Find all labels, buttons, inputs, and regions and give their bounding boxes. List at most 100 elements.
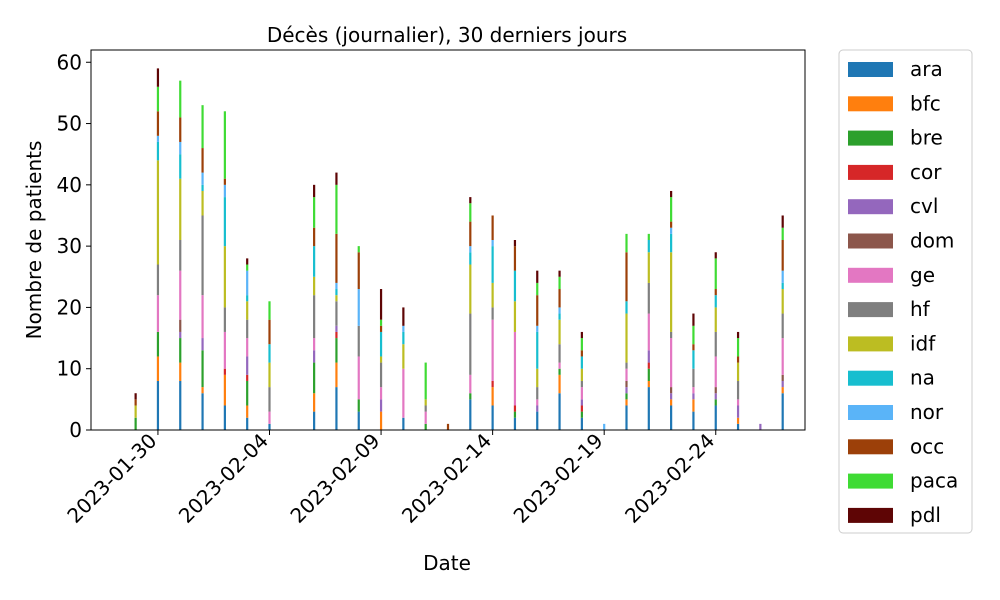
bar-segment-na-2023-02-02 [223,197,226,247]
legend-swatch-bfc [848,96,893,112]
bar-segment-bfc-2023-02-22 [670,399,673,406]
bar-segment-na-2023-02-18 [580,356,583,369]
bar-segment-paca-2023-02-06 [313,197,316,228]
bar-segment-bre-2023-01-31 [179,338,182,363]
bar-segment-hf-2023-02-16 [536,387,539,400]
bars-group [134,68,784,430]
bar-segment-nor-2023-02-17 [558,307,561,314]
bar-segment-ara-2023-02-08 [357,411,360,430]
bar-segment-dom-2023-02-22 [670,387,673,394]
bar-segment-bre-2023-02-18 [580,411,583,418]
bar-segment-ara-2023-02-22 [670,405,673,430]
bar-segment-paca-2023-02-08 [357,246,360,253]
bar-segment-ara-2023-02-20 [625,405,628,430]
bar-segment-occ-2023-02-08 [357,252,360,290]
bar-segment-cor-2023-02-07 [335,331,338,339]
bar-segment-na-2023-02-07 [335,289,338,296]
bar-segment-bfc-2023-02-20 [625,399,628,406]
bar-segment-na-2023-02-20 [625,301,628,314]
bar-segment-dom-2023-02-20 [625,380,628,388]
bar-segment-cor-2023-02-21 [647,362,650,369]
bar-segment-ge-2023-01-31 [179,270,182,320]
legend-swatch-pdl [848,507,893,523]
bar-segment-bre-2023-02-11 [424,423,427,430]
x-tick-label: 2023-02-14 [397,429,496,528]
legend-swatch-cvl [848,199,893,215]
legend-label-nor: nor [910,400,944,424]
bar-segment-ara-2023-02-06 [313,411,316,430]
y-tick-label: 60 [57,50,82,74]
bar-segment-cvl-2023-02-20 [625,387,628,394]
bar-segment-bre-2023-02-08 [357,399,360,412]
x-axis: 2023-01-30 2023-02-04 2023-02-09 2023-02-14… [62,429,719,528]
bar-segment-nor-2023-01-30 [156,135,160,142]
legend-swatch-paca [848,473,893,489]
legend-swatch-cor [848,164,893,180]
x-tick-label: 2023-02-19 [509,429,608,528]
bar-segment-pdl-2023-02-13 [469,197,472,204]
legend-label-idf: idf [910,331,936,355]
bar-segment-cor-2023-02-15 [513,405,517,412]
bar-segment-idf-2023-02-07 [335,295,338,302]
bar-segment-pdl-2023-01-29 [134,393,137,400]
bar-segment-ge-2023-02-04 [268,411,271,424]
bar-segment-ge-2023-02-10 [402,368,405,418]
bar-segment-nor-2023-02-27 [781,270,784,283]
legend-label-dom: dom [910,229,954,253]
bar-segment-na-2023-01-30 [156,141,160,161]
bar-segment-cor-2023-02-03 [246,374,249,381]
legend: ara bfc bre cor cvl dom ge hf idf na nor occ paca pdl [838,49,973,534]
legend-label-na: na [910,366,935,390]
bar-segment-idf-2023-01-31 [179,178,182,240]
bar-segment-cvl-2023-02-26 [759,423,762,430]
bar-segment-hf-2023-02-22 [670,331,673,339]
bar-segment-cvl-2023-01-31 [179,331,182,339]
bar-segment-nor-2023-02-02 [223,184,226,198]
bar-segment-occ-2023-02-16 [536,295,539,326]
bar-segment-hf-2023-02-01 [201,215,204,296]
bar-segment-paca-2023-02-16 [536,282,539,296]
bar-segment-na-2023-02-06 [313,246,316,277]
bar-segment-pdl-2023-02-09 [379,289,383,320]
legend-frame [838,49,973,534]
bar-segment-occ-2023-02-09 [379,325,383,332]
bar-segment-idf-2023-02-09 [379,356,383,363]
bar-segment-pdl-2023-01-30 [156,68,160,87]
bar-segment-pdl-2023-02-23 [692,313,695,326]
bar-segment-pdl-2023-02-25 [736,331,740,339]
bar-segment-bfc-2023-02-01 [201,387,204,394]
legend-label-bre: bre [910,126,943,150]
bar-segment-ara-2023-02-07 [335,387,338,430]
bar-segment-ara-2023-02-27 [781,393,784,430]
legend-label-occ: occ [910,434,944,458]
legend-swatch-ge [848,267,893,283]
bar-segment-pdl-2023-02-22 [670,190,673,198]
bar-segment-paca-2023-02-03 [246,264,249,271]
legend-label-cvl: cvl [910,194,938,218]
bar-segment-ara-2023-02-25 [736,423,740,430]
bar-segment-occ-2023-02-04 [268,319,271,345]
bar-segment-cvl-2023-02-25 [736,405,740,418]
bar-segment-idf-2023-02-15 [513,301,517,332]
bar-segment-ara-2023-02-04 [268,423,271,430]
bar-segment-cvl-2023-02-22 [670,393,673,400]
bar-segment-occ-2023-02-07 [335,233,338,283]
bar-segment-paca-2023-02-11 [424,362,427,400]
bar-segment-bfc-2023-02-09 [379,411,383,430]
bar-segment-bfc-2023-02-27 [781,387,784,394]
bar-segment-bfc-2023-02-14 [491,387,494,406]
bar-segment-bre-2023-02-01 [201,350,204,388]
bar-segment-bfc-2023-01-31 [179,362,182,381]
bar-segment-idf-2023-01-30 [156,160,160,265]
bar-segment-hf-2023-02-24 [714,331,717,357]
x-tick-label: 2023-02-24 [620,429,719,528]
bar-segment-hf-2023-02-11 [424,405,427,412]
bar-segment-bfc-2023-02-17 [558,374,561,394]
bar-segment-idf-2023-02-16 [536,368,539,388]
bar-segment-pdl-2023-02-03 [246,258,249,265]
bar-segment-bfc-2023-02-23 [692,399,695,412]
bar-segment-idf-2023-02-25 [736,362,740,381]
bar-segment-idf-2023-01-29 [134,405,137,418]
legend-swatch-nor [848,405,893,420]
y-axis-label: Nombre de patients [22,141,46,340]
